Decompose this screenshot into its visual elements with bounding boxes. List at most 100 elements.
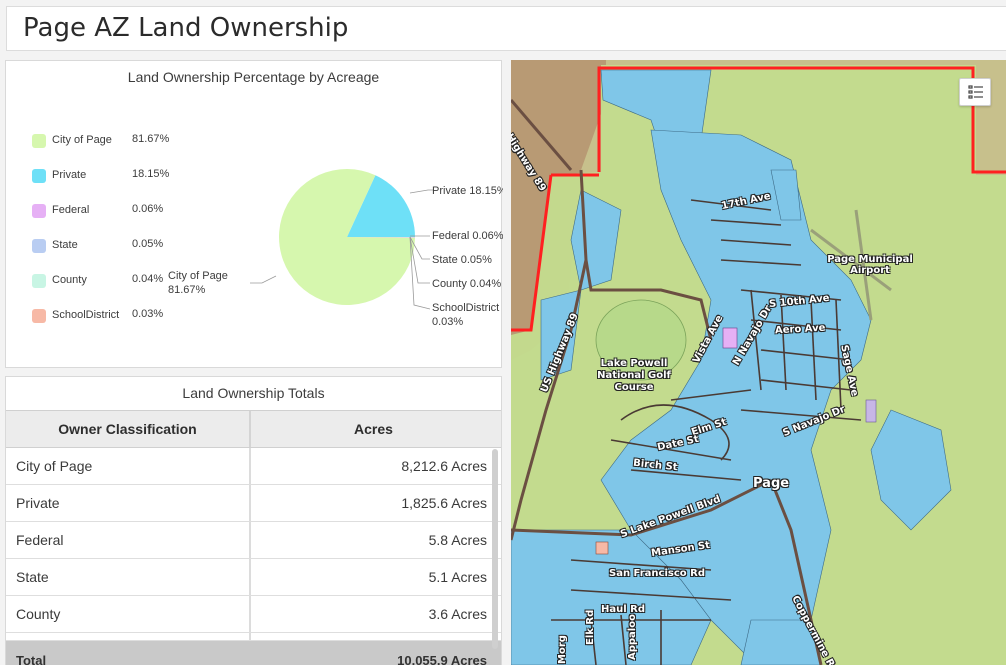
cell-acres: 3.6 Acres (428, 606, 487, 622)
legend-percent: 0.05% (132, 238, 164, 250)
cell-owner: City of Page (16, 458, 93, 474)
table-row-partial (6, 633, 501, 641)
pie-chart-title: Land Ownership Percentage by Acreage (127, 69, 380, 85)
legend-label: State (52, 239, 78, 251)
pie-slice-federal[interactable] (347, 237, 415, 238)
table-row[interactable]: County 3.6 Acres (6, 596, 501, 633)
callout-federal: Federal 0.06% (432, 230, 503, 242)
legend-item-schooldistrict[interactable]: SchoolDistrict 0.03% (32, 308, 182, 324)
land-ownership-map[interactable]: Highway 89 US Highway 89 17th Ave Page M… (511, 60, 1006, 665)
cell-owner: Private (16, 495, 60, 511)
callout-schooldistrict-pct: 0.03% (432, 316, 463, 328)
pie-chart-panel: Land Ownership Percentage by Acreage Cit… (5, 60, 503, 368)
major-roads (511, 99, 823, 665)
cell-owner: State (16, 569, 49, 585)
map-label-golf-course: Lake Powell National Golf Course (597, 358, 671, 393)
callout-city-pct: 81.67% (168, 284, 206, 296)
city-boundary (597, 66, 1006, 174)
private-parcels (511, 69, 952, 665)
cell-acres: 1,825.6 Acres (401, 495, 487, 511)
map-label-elk-rd: Elk Rd (585, 609, 596, 645)
legend-percent: 0.04% (132, 273, 164, 285)
pie-chart: Private 18.15% Federal 0.06% State 0.05%… (168, 169, 503, 328)
street-grid (551, 199, 862, 665)
state-parcel (865, 399, 877, 423)
legend-swatch (32, 169, 46, 183)
map-label-airport: Page Municipal Airport (827, 254, 913, 276)
table-header-row: Owner Classification Acres (6, 410, 501, 448)
legend-label: SchoolDistrict (52, 309, 120, 321)
table-title: Land Ownership Totals (182, 385, 325, 401)
legend-label: Federal (52, 204, 90, 216)
page-title: Page AZ Land Ownership (23, 13, 349, 43)
map-label-haul-rd: Haul Rd (601, 604, 646, 615)
legend-item-state[interactable]: State 0.05% (32, 238, 182, 254)
cell-acres: 5.1 Acres (428, 569, 487, 585)
callout-line-city (250, 275, 277, 284)
callout-private: Private 18.15% (432, 185, 503, 197)
total-acres: 10,055.9 Acres (397, 653, 487, 665)
table-row[interactable]: Private 1,825.6 Acres (6, 485, 501, 522)
totals-table: Owner Classification Acres City of Page … (6, 410, 501, 665)
column-divider (249, 596, 251, 632)
school-parcel (595, 541, 609, 555)
map-label-page: Page (753, 476, 790, 491)
airport-runway (810, 209, 892, 321)
legend-item-federal[interactable]: Federal 0.06% (32, 203, 182, 219)
cell-acres: 8,212.6 Acres (401, 458, 487, 474)
list-icon (968, 85, 983, 99)
totals-table-panel: Land Ownership Totals Owner Classificati… (5, 376, 502, 665)
cell-owner: Federal (16, 532, 64, 548)
map-legend-button[interactable] (959, 78, 991, 106)
table-row[interactable]: City of Page 8,212.6 Acres (6, 448, 501, 485)
legend-item-city-of-page[interactable]: City of Page 81.67% (32, 133, 182, 149)
column-divider (249, 522, 251, 558)
pie-slice-state[interactable] (347, 237, 415, 238)
legend-label: County (52, 274, 87, 286)
callout-line-county (409, 236, 430, 284)
table-row[interactable]: State 5.1 Acres (6, 559, 501, 596)
pie-slice-city-of-page[interactable] (279, 169, 415, 305)
map-label-morgan: Morg (557, 635, 568, 664)
legend-item-private[interactable]: Private 18.15% (32, 168, 182, 184)
column-divider (249, 411, 251, 447)
legend-item-county[interactable]: County 0.04% (32, 273, 182, 289)
column-header-owner[interactable]: Owner Classification (58, 421, 197, 437)
app-header: Page AZ Land Ownership (6, 6, 1006, 51)
legend-percent: 0.03% (132, 308, 164, 320)
legend-swatch (32, 274, 46, 288)
legend-swatch (32, 239, 46, 253)
legend-swatch (32, 134, 46, 148)
column-header-acres[interactable]: Acres (354, 421, 393, 437)
legend-percent: 0.06% (132, 203, 164, 215)
callout-line-private (409, 189, 434, 194)
callout-schooldistrict: SchoolDistrict (432, 302, 499, 314)
golf-course (595, 299, 687, 381)
pie-slice-private[interactable] (347, 175, 415, 237)
column-divider (249, 559, 251, 595)
table-row[interactable]: Federal 5.8 Acres (6, 522, 501, 559)
map-label-san-francisco-rd: San Francisco Rd (609, 568, 705, 579)
column-divider (249, 485, 251, 521)
city-boundary-southwest (511, 174, 553, 332)
legend-label: Private (52, 169, 87, 181)
callout-county: County 0.04% (432, 278, 501, 290)
map-label-appaloosa: Appaloo (627, 614, 638, 660)
pie-slices (279, 169, 415, 305)
callout-state: State 0.05% (432, 254, 492, 266)
column-divider (249, 448, 251, 484)
table-total-row: Total 10,055.9 Acres (6, 641, 501, 665)
cell-owner: County (16, 606, 61, 622)
legend-percent: 81.67% (132, 133, 170, 145)
callout-city: City of Page (168, 270, 228, 282)
legend-swatch (32, 309, 46, 323)
callout-line-schooldistrict (409, 236, 431, 310)
cell-acres: 5.8 Acres (428, 532, 487, 548)
federal-parcel (722, 327, 738, 349)
legend-percent: 18.15% (132, 168, 170, 180)
pie-callout-lines (250, 189, 434, 310)
table-scrollbar[interactable] (492, 449, 498, 649)
total-label: Total (16, 653, 47, 665)
legend-label: City of Page (52, 134, 112, 146)
map-basemap (511, 60, 1006, 665)
